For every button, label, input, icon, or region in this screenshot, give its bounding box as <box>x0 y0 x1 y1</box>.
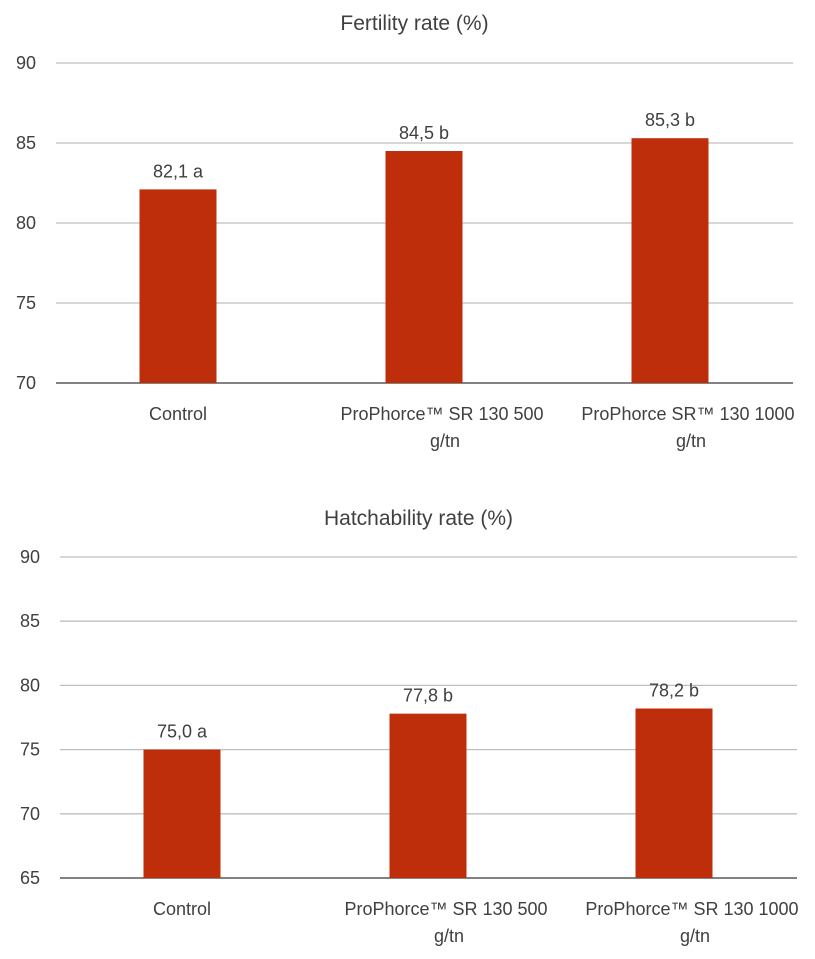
category-label: ProPhorce™ SR 130 500 <box>340 404 543 424</box>
y-tick-label: 90 <box>20 547 40 567</box>
y-tick-label: 80 <box>20 675 40 695</box>
bar-3 <box>635 708 713 878</box>
y-tick-label: 75 <box>20 740 40 760</box>
category-label: g/tn <box>680 926 710 946</box>
y-tick-label: 75 <box>16 293 36 313</box>
data-label: 77,8 b <box>403 686 453 706</box>
bar-1 <box>139 189 217 383</box>
y-tick-label: 85 <box>16 133 36 153</box>
y-tick-label: 90 <box>16 53 36 73</box>
data-label: 84,5 b <box>399 123 449 143</box>
category-label: ProPhorce SR™ 130 1000 <box>581 404 794 424</box>
category-label: g/tn <box>676 431 706 451</box>
category-label: ProPhorce™ SR 130 1000 <box>585 899 798 919</box>
category-label: g/tn <box>434 926 464 946</box>
category-label: ProPhorce™ SR 130 500 <box>344 899 547 919</box>
y-tick-label: 70 <box>16 373 36 393</box>
data-label: 75,0 a <box>157 722 208 742</box>
bar-2 <box>389 713 467 878</box>
data-label: 82,1 a <box>153 161 204 181</box>
y-tick-label: 85 <box>20 611 40 631</box>
y-tick-label: 80 <box>16 213 36 233</box>
y-tick-label: 70 <box>20 804 40 824</box>
y-tick-label: 65 <box>20 868 40 888</box>
category-label: Control <box>149 404 207 424</box>
data-label: 78,2 b <box>649 681 699 701</box>
chart-title: Fertility rate (%) <box>340 12 488 35</box>
bar-1 <box>143 749 221 878</box>
bar-3 <box>631 138 709 383</box>
chart-title: Hatchability rate (%) <box>324 507 513 530</box>
bar-2 <box>385 151 463 383</box>
data-label: 85,3 b <box>645 110 695 130</box>
category-label: g/tn <box>430 431 460 451</box>
category-label: Control <box>153 899 211 919</box>
